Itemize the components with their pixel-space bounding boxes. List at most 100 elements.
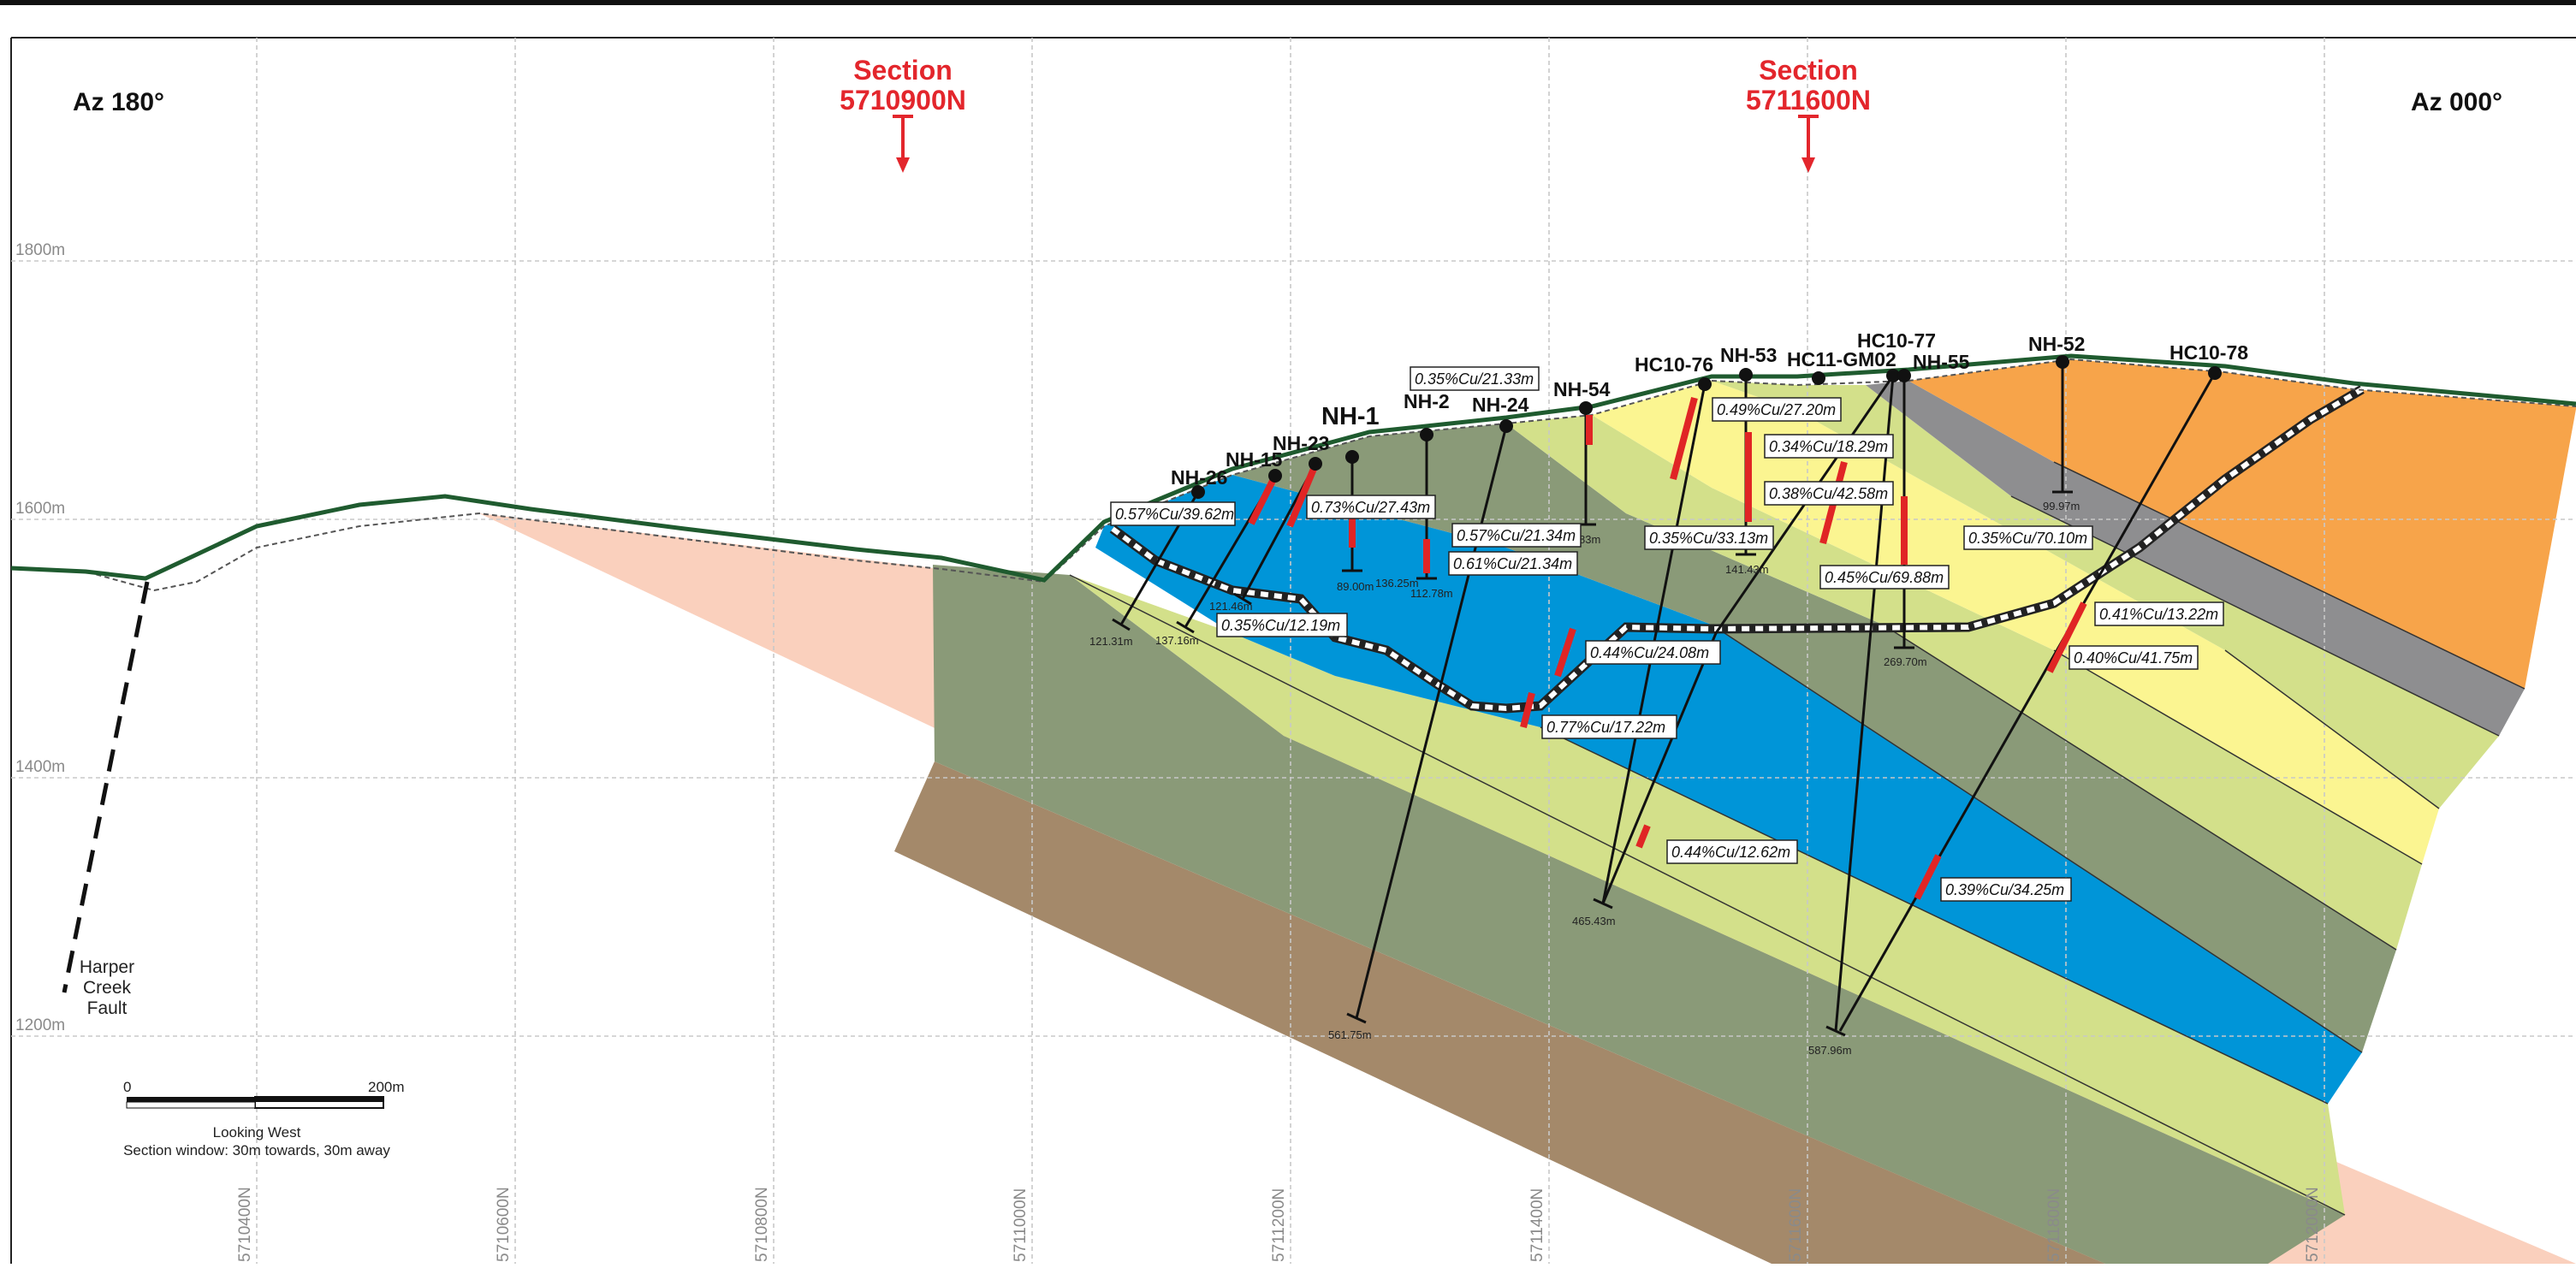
intercept-callout: 0.44%Cu/12.62m [1666, 839, 1798, 864]
brown-unit [894, 761, 2105, 1264]
scale-bar: 0 200m [123, 1079, 405, 1109]
section-northing: 5710900N [840, 85, 966, 116]
intercept-callout: 0.38%Cu/42.58m [1764, 481, 1894, 506]
depth-label-112-78: 112.78m [1410, 587, 1453, 600]
depth-label-nh-55: 269.70m [1884, 655, 1927, 668]
svg-text:0.34%Cu/18.29m: 0.34%Cu/18.29m [1769, 438, 1888, 455]
svg-text:0.44%Cu/12.62m: 0.44%Cu/12.62m [1671, 844, 1790, 861]
northing-label-5712000: 5712000N [2304, 1187, 2322, 1262]
depth-label-nh-23: 121.46m [1209, 600, 1253, 613]
svg-text:0.40%Cu/41.75m: 0.40%Cu/41.75m [2074, 649, 2193, 667]
gray-unit [1866, 381, 2525, 736]
depth-label-nh-15: 137.16m [1155, 634, 1199, 647]
intercept-callout: 0.35%Cu/12.19m [1216, 613, 1348, 637]
hole-label-hc10-78: HC10-78 [2169, 341, 2248, 364]
hole-label-hc10-76: HC10-76 [1635, 353, 1713, 376]
section-marker-5711600n: Section 5711600N [1746, 55, 1871, 173]
intercept-callout: 0.45%Cu/69.88m [1819, 565, 1950, 590]
elevation-label-1200: 1200m [15, 1016, 65, 1034]
hole-label-nh-55: NH-55 [1913, 351, 1970, 373]
svg-text:Fault: Fault [87, 998, 128, 1018]
northing-labels: 5710400N 5710600N 5710800N 5711000N 5711… [236, 1187, 2322, 1262]
intercept-callout: 0.77%Cu/17.22m [1541, 714, 1677, 739]
intercept-callout: 0.39%Cu/34.25m [1940, 877, 2072, 902]
scale-bar-end-label: 200m [368, 1079, 405, 1095]
end-ticks [1112, 490, 2073, 1037]
svg-text:0.35%Cu/33.13m: 0.35%Cu/33.13m [1649, 530, 1768, 547]
section-marker-5710900n: Section 5710900N [840, 55, 966, 173]
svg-text:0.73%Cu/27.43m: 0.73%Cu/27.43m [1311, 499, 1430, 516]
svg-text:0.41%Cu/13.22m: 0.41%Cu/13.22m [2099, 606, 2218, 623]
elevation-label-1800: 1800m [15, 241, 65, 259]
intercept-callout: 0.40%Cu/41.75m [2069, 645, 2199, 670]
elevation-label-1600: 1600m [15, 500, 65, 518]
depth-label-hc10-76: 465.43m [1572, 915, 1616, 927]
depth-label-hc11-gm02: 587.96m [1808, 1044, 1852, 1057]
elevation-label-1400: 1400m [15, 758, 65, 776]
hole-label-nh-1: NH-1 [1321, 403, 1380, 430]
intercept-callout: 0.44%Cu/24.08m [1585, 640, 1721, 665]
hole-label-hc10-77: HC10-77 [1857, 329, 1936, 352]
northing-label-5711600: 5711600N [1787, 1188, 1805, 1262]
intercept-callout: 0.35%Cu/70.10m [1963, 525, 2093, 550]
northing-label-5711400: 5711400N [1528, 1188, 1546, 1262]
depth-label-nh-26: 121.31m [1089, 635, 1133, 648]
hole-label-nh-52: NH-52 [2028, 333, 2085, 355]
harper-creek-fault-line [62, 581, 150, 993]
svg-text:0.38%Cu/42.58m: 0.38%Cu/42.58m [1769, 485, 1888, 502]
depth-label-nh-1: 89.00m [1337, 580, 1374, 593]
azimuth-left-label: Az 180° [73, 88, 164, 116]
hole-label-nh-53: NH-53 [1720, 344, 1777, 366]
depth-label-nh-2: 136.25m [1375, 577, 1419, 590]
section-title: Section [853, 55, 953, 86]
intercept-callouts: 0.57%Cu/39.62m 0.73%Cu/27.43m 0.35%Cu/21… [1110, 366, 2224, 902]
svg-text:0.35%Cu/21.33m: 0.35%Cu/21.33m [1415, 370, 1534, 388]
section-arrow-icon [1801, 157, 1815, 173]
intercept-callout: 0.61%Cu/21.34m [1448, 551, 1578, 576]
svg-text:0.57%Cu/39.62m: 0.57%Cu/39.62m [1115, 506, 1234, 523]
unit-boundaries [1069, 461, 2526, 1216]
geology-units [479, 359, 2576, 1264]
northing-label-5711800: 5711800N [2045, 1188, 2063, 1262]
collars [1191, 355, 2222, 499]
drill-hole-labels: NH-26 NH-15 NH-23 NH-1 NH-2 NH-24 NH-54 … [1171, 329, 2248, 489]
harper-creek-fault-label: Harper Creek Fault [80, 957, 134, 1018]
hole-label-nh-15: NH-15 [1226, 448, 1283, 471]
svg-text:Creek: Creek [83, 978, 132, 998]
drill-trace-hc10-78 [1838, 372, 2217, 1032]
section-arrow-icon [896, 157, 910, 173]
dark-green-lower-unit [933, 565, 2345, 1264]
northing-label-5710400: 5710400N [236, 1187, 254, 1262]
svg-text:0.61%Cu/21.34m: 0.61%Cu/21.34m [1453, 555, 1572, 572]
svg-text:0.45%Cu/69.88m: 0.45%Cu/69.88m [1825, 569, 1944, 586]
view-caption: Looking West [213, 1124, 301, 1141]
hole-label-nh-23: NH-23 [1273, 432, 1329, 454]
intercept-callout: 0.35%Cu/21.33m [1410, 366, 1540, 391]
elevation-labels: 1800m 1600m 1400m 1200m [15, 241, 65, 1034]
svg-text:0.39%Cu/34.25m: 0.39%Cu/34.25m [1945, 881, 2064, 898]
scale-bar-start-label: 0 [123, 1079, 131, 1095]
svg-text:0.44%Cu/24.08m: 0.44%Cu/24.08m [1590, 644, 1709, 661]
blue-unit [1095, 475, 2362, 1104]
topography [11, 353, 2576, 592]
intercept-callout: 0.57%Cu/39.62m [1110, 501, 1236, 526]
azimuth-right-label: Az 000° [2411, 88, 2502, 116]
svg-text:0.35%Cu/12.19m: 0.35%Cu/12.19m [1221, 617, 1340, 634]
depth-label-nh-54: 83m [1579, 533, 1600, 546]
section-northing: 5711600N [1746, 85, 1871, 116]
svg-text:0.77%Cu/17.22m: 0.77%Cu/17.22m [1546, 719, 1665, 736]
drill-trace-hc11-gm02-lower [1601, 632, 1718, 904]
hole-label-nh-26: NH-26 [1171, 466, 1227, 489]
svg-text:0.57%Cu/21.34m: 0.57%Cu/21.34m [1457, 527, 1576, 544]
intercept-callout: 0.34%Cu/18.29m [1764, 434, 1894, 459]
intercept-callout: 0.41%Cu/13.22m [2094, 601, 2224, 626]
section-window-caption: Section window: 30m towards, 30m away [123, 1142, 390, 1158]
intercept-callout: 0.57%Cu/21.34m [1451, 523, 1582, 548]
svg-text:0.35%Cu/70.10m: 0.35%Cu/70.10m [1968, 530, 2087, 547]
top-border [0, 0, 2576, 5]
hole-label-nh-2: NH-2 [1404, 390, 1450, 412]
dark-green-upper-unit [1232, 424, 2396, 1052]
leach-cap-line [1109, 385, 2365, 714]
